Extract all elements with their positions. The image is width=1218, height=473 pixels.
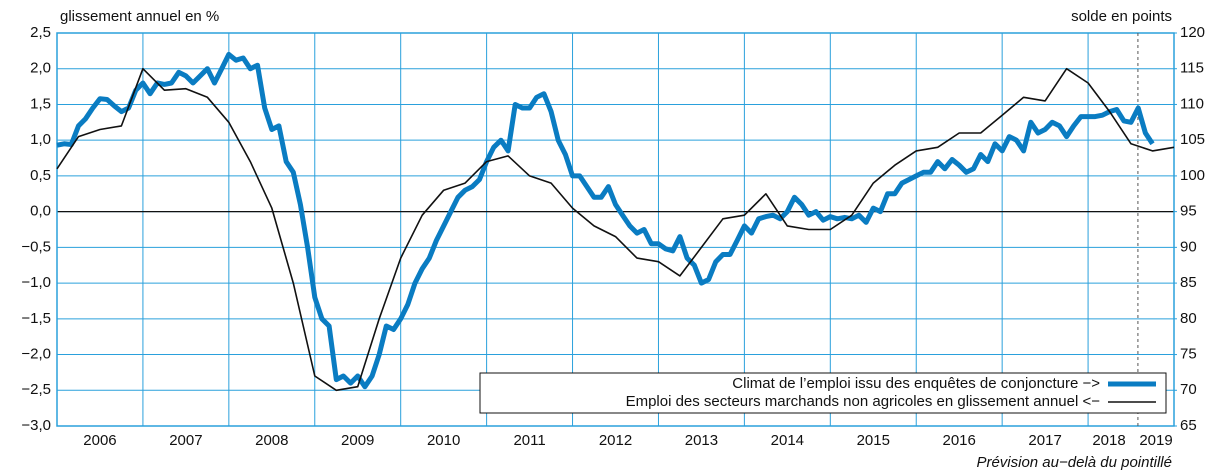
- y-tick-label: −2,0: [21, 346, 51, 363]
- x-tick-label: 2009: [341, 432, 374, 449]
- y2-tick-label: 80: [1180, 310, 1197, 327]
- x-tick-label: 2008: [255, 432, 288, 449]
- series-line: [56, 51, 1155, 390]
- y2-tick-label: 85: [1180, 274, 1197, 291]
- y-tick-label: −0,5: [21, 238, 51, 255]
- y2-tick-label: 65: [1180, 417, 1197, 434]
- annotation: Prévision au−delà du pointillé: [976, 454, 1172, 471]
- y2-axis-label: solde en points: [1071, 8, 1172, 25]
- y-tick-label: 0,0: [30, 203, 51, 220]
- x-tick-label: 2007: [169, 432, 202, 449]
- x-tick-label: 2010: [427, 432, 460, 449]
- y-axis-label: glissement annuel en %: [60, 8, 219, 25]
- series-line: [56, 67, 1175, 392]
- legend-label: Climat de l’emploi issu des enquêtes de …: [732, 375, 1100, 392]
- x-tick-label: 2018: [1092, 432, 1125, 449]
- y2-tick-label: 90: [1180, 238, 1197, 255]
- y2-tick-label: 70: [1180, 381, 1197, 398]
- y-tick-label: −3,0: [21, 417, 51, 434]
- y-tick-label: −2,5: [21, 381, 51, 398]
- y-tick-label: 1,5: [30, 95, 51, 112]
- x-tick-label: 2014: [771, 432, 804, 449]
- y-tick-label: −1,0: [21, 274, 51, 291]
- legend-box: [479, 372, 1167, 414]
- plot-frame: [56, 32, 1175, 427]
- y2-tick-label: 75: [1180, 346, 1197, 363]
- x-tick-label: 2015: [857, 432, 890, 449]
- y-tick-label: 2,5: [30, 24, 51, 41]
- y2-tick-label: 95: [1180, 203, 1197, 220]
- y2-tick-label: 110: [1180, 95, 1204, 112]
- y-tick-label: −1,5: [21, 310, 51, 327]
- x-tick-label: 2011: [513, 432, 545, 449]
- y2-tick-label: 120: [1180, 24, 1205, 41]
- x-tick-label: 2019: [1139, 432, 1172, 449]
- legend-label: Emploi des secteurs marchands non agrico…: [626, 393, 1101, 410]
- x-tick-label: 2017: [1028, 432, 1061, 449]
- x-tick-label: 2016: [943, 432, 976, 449]
- y2-tick-label: 115: [1180, 60, 1204, 77]
- y-tick-label: 0,5: [30, 167, 51, 184]
- y2-tick-label: 100: [1180, 167, 1205, 184]
- y2-tick-label: 105: [1180, 131, 1205, 148]
- x-tick-label: 2012: [599, 432, 632, 449]
- x-tick-label: 2006: [83, 432, 116, 449]
- x-tick-label: 2013: [685, 432, 718, 449]
- y-tick-label: 1,0: [30, 131, 51, 148]
- y-tick-label: 2,0: [30, 60, 51, 77]
